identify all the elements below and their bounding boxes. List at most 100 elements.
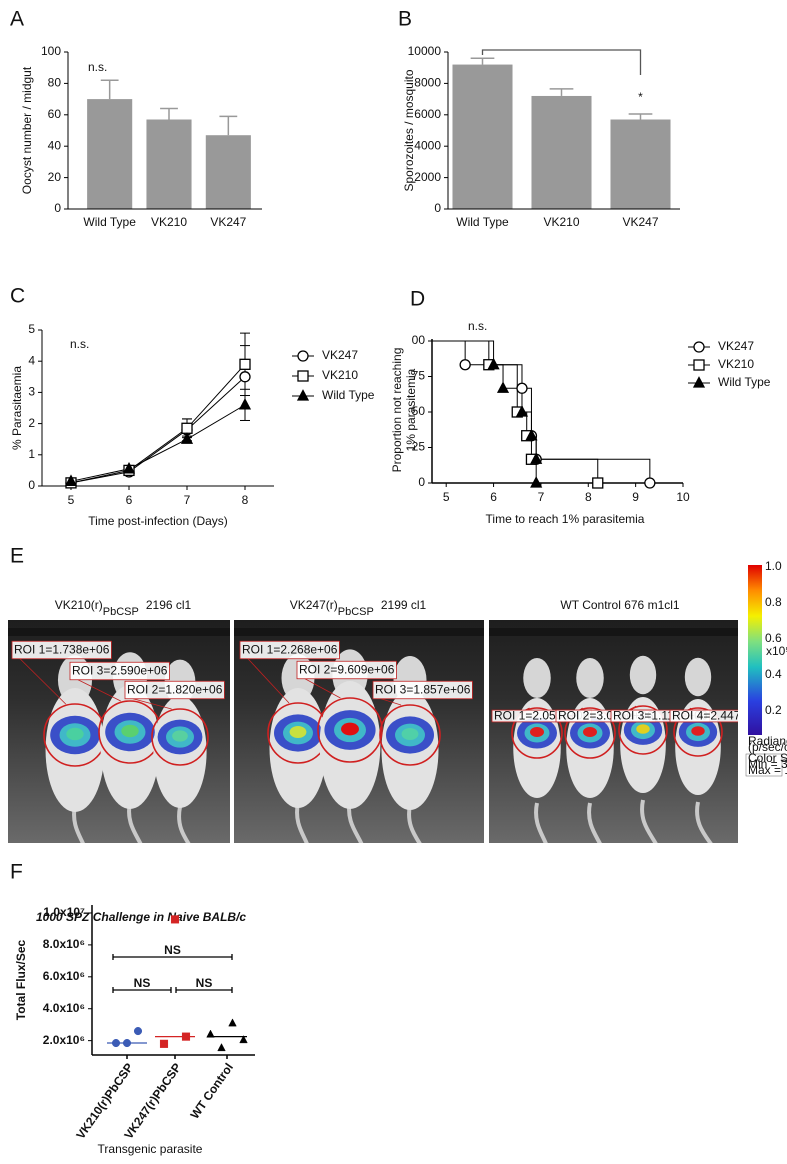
x-tick-label: 7 [184, 493, 191, 507]
y-tick-label: 80 [48, 76, 62, 90]
legend-label: VK247 [718, 339, 754, 353]
legend-marker [297, 370, 309, 382]
y-tick-label: 25 [412, 440, 426, 454]
x-tick-label: WT Control [188, 1061, 237, 1122]
tail [640, 799, 658, 843]
x-tick-label: 5 [443, 490, 450, 504]
x-tick-label: 10 [676, 490, 690, 504]
y-axis-label: Proportion not reaching [390, 348, 404, 473]
signal [583, 727, 597, 737]
x-tick-label: VK210 [151, 215, 187, 229]
legend-label: Wild Type [322, 388, 375, 402]
colorbar-box [745, 753, 783, 777]
roi-circle [379, 704, 441, 766]
marker [159, 1039, 169, 1048]
y-tick-label: 60 [48, 107, 62, 121]
roi-pointer [380, 698, 402, 706]
marker [239, 371, 251, 383]
panel-label: A [10, 8, 24, 31]
y-tick-label: 8.0x10⁶ [43, 937, 85, 951]
signal [530, 727, 544, 737]
roi-circle [618, 705, 668, 755]
image: ROI 1=2.268e+06 ROI 2=9.609e+06 ROI 3=1.85… [234, 620, 484, 843]
panel-label: E [10, 545, 24, 568]
colorbar-tick-label: 0.8 [765, 595, 782, 609]
x-tick-label: 6 [490, 490, 497, 504]
roi-label: ROI 3=1.857e+06 [375, 683, 471, 697]
colorbar-tick-label: 0.6 [765, 631, 782, 645]
tail [534, 802, 548, 843]
roi-circle [673, 707, 723, 757]
bar [610, 119, 671, 209]
marker [122, 461, 136, 474]
y-tick-label: 3 [28, 385, 35, 399]
marker [111, 1038, 121, 1048]
roi-pointer [247, 658, 290, 704]
tail [587, 802, 602, 843]
mouse-head [629, 655, 657, 695]
y-axis-label: Total Flux/Sec [14, 939, 28, 1020]
marker [133, 1027, 143, 1036]
y-tick-label: 1.0x10⁷ [43, 905, 85, 919]
marker [644, 477, 656, 489]
x-tick-label: 6 [126, 493, 133, 507]
marker [459, 359, 471, 371]
panel-label: B [398, 8, 412, 31]
marker [238, 397, 252, 410]
roi-pointer [304, 678, 341, 699]
legend-label: VK210 [322, 368, 358, 382]
y-axis-label: 1% parasitemia [404, 368, 418, 451]
x-tick-label: Wild Type [456, 215, 509, 229]
significance-bracket [112, 987, 172, 993]
marker [516, 382, 528, 394]
annotation: NS [196, 976, 213, 990]
marker [206, 1029, 215, 1038]
colorbar-unit: x10⁵ [766, 644, 787, 658]
legend-marker [693, 359, 705, 371]
y-tick-label: 2.0x10⁶ [43, 1033, 85, 1047]
title-part: PbCSP [103, 606, 139, 618]
annotation: NS [164, 943, 181, 957]
annotation: n.s. [70, 337, 89, 351]
marker [122, 1038, 132, 1048]
x-axis-label: Transgenic parasite [98, 1142, 203, 1156]
series-line [70, 404, 246, 482]
y-tick-label: 75 [412, 369, 426, 383]
marker [487, 357, 500, 370]
cage-bar [8, 628, 230, 636]
marker [180, 432, 194, 444]
legend-marker [693, 341, 705, 353]
roi-box [669, 709, 738, 723]
roi-box [296, 660, 397, 680]
y-tick-label: 1 [28, 447, 35, 461]
y-tick-label: 4.0x10⁶ [43, 1001, 85, 1015]
y-tick-label: 2000 [414, 170, 441, 184]
roi-box [11, 640, 112, 660]
mouse-head [684, 657, 712, 697]
marker [592, 477, 604, 489]
roi-label: ROI 2=1.820e+06 [127, 683, 223, 697]
y-tick-label: 10000 [408, 44, 442, 58]
y-axis-label: Oocyst number / midgut [20, 66, 34, 194]
legend-marker [692, 376, 706, 388]
y-tick-label: 5 [28, 322, 35, 336]
y-tick-label: 8000 [414, 76, 441, 90]
cage-bar [234, 628, 484, 636]
x-tick-label: VK247 [210, 215, 246, 229]
marker [515, 405, 529, 417]
roi-label: ROI 2=9.609e+06 [299, 663, 395, 677]
x-tick-label: Wild Type [83, 215, 136, 229]
marker [525, 428, 538, 441]
x-tick-label: 7 [538, 490, 545, 504]
bar [531, 95, 592, 209]
signal [691, 726, 705, 736]
tail [695, 801, 713, 843]
y-axis-label: % Parasitaemia [10, 366, 24, 450]
roi-box [372, 680, 473, 700]
series-line [70, 363, 246, 484]
roi-pointer [77, 679, 121, 702]
signal [66, 727, 84, 741]
marker [530, 452, 543, 464]
title-part: VK210(r) [55, 598, 103, 612]
y-tick-label: 20 [48, 170, 62, 184]
